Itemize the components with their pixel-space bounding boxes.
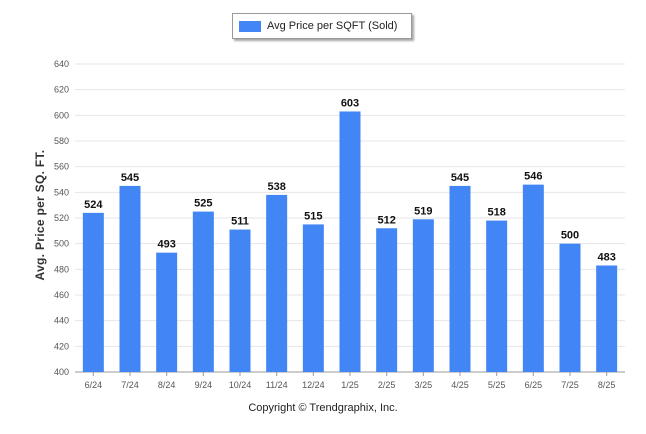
bar: [82, 212, 104, 372]
y-tick-label: 600: [54, 110, 69, 120]
x-tick-label: 9/24: [195, 380, 213, 390]
data-label: 493: [157, 239, 175, 251]
x-tick-label: 6/25: [525, 380, 543, 390]
copyright-credit: Copyright © Trendgraphix, Inc.: [248, 402, 398, 414]
bar: [376, 228, 398, 372]
bar: [486, 220, 508, 372]
x-tick-label: 8/24: [158, 380, 176, 390]
y-tick-label: 460: [54, 290, 69, 300]
legend-swatch: [239, 20, 261, 32]
bar: [156, 252, 178, 372]
y-tick-label: 620: [54, 85, 69, 95]
bar: [266, 194, 288, 372]
y-tick-label: 580: [54, 136, 69, 146]
y-tick-label: 560: [54, 162, 69, 172]
data-label: 518: [487, 207, 505, 219]
data-label: 483: [597, 251, 615, 263]
data-label: 511: [231, 216, 249, 228]
y-tick-label: 500: [54, 239, 69, 249]
y-tick-label: 400: [54, 367, 69, 377]
bar: [449, 185, 471, 372]
data-label: 538: [267, 181, 285, 193]
y-tick-label: 480: [54, 264, 69, 274]
bar: [119, 185, 141, 372]
x-tick-label: 7/25: [561, 380, 579, 390]
x-tick-label: 12/24: [302, 380, 325, 390]
x-tick-label: 5/25: [488, 380, 506, 390]
data-label: 525: [194, 198, 212, 210]
y-tick-label: 520: [54, 213, 69, 223]
data-label: 603: [341, 97, 359, 109]
bar: [412, 219, 434, 372]
y-axis-label: Avg. Price per SQ. FT.: [33, 149, 47, 281]
bar: [339, 111, 361, 372]
data-label: 515: [304, 210, 322, 222]
bar: [559, 243, 581, 372]
x-tick-label: 10/24: [229, 380, 252, 390]
legend-label: Avg Price per SQFT (Sold): [267, 20, 398, 32]
x-tick-label: 6/24: [85, 380, 103, 390]
y-tick-label: 540: [54, 187, 69, 197]
data-label: 545: [121, 172, 139, 184]
x-tick-label: 8/25: [598, 380, 616, 390]
y-tick-label: 640: [54, 59, 69, 69]
legend: Avg Price per SQFT (Sold): [232, 13, 412, 39]
bar: [302, 224, 324, 372]
y-tick-label: 440: [54, 316, 69, 326]
bar: [596, 265, 618, 372]
data-label: 519: [414, 205, 432, 217]
x-tick-label: 11/24: [266, 380, 288, 390]
bar: [229, 229, 251, 372]
x-tick-label: 1/25: [341, 380, 359, 390]
x-tick-label: 4/25: [451, 380, 469, 390]
data-label: 500: [561, 230, 579, 242]
x-tick-label: 7/24: [121, 380, 139, 390]
data-label: 512: [377, 214, 395, 226]
data-label: 545: [451, 172, 469, 184]
bar: [522, 184, 544, 372]
x-tick-label: 3/25: [415, 380, 433, 390]
data-label: 524: [84, 199, 103, 211]
y-tick-label: 420: [54, 341, 69, 351]
x-tick-label: 2/25: [378, 380, 396, 390]
bar: [192, 211, 214, 372]
data-label: 546: [524, 171, 542, 183]
